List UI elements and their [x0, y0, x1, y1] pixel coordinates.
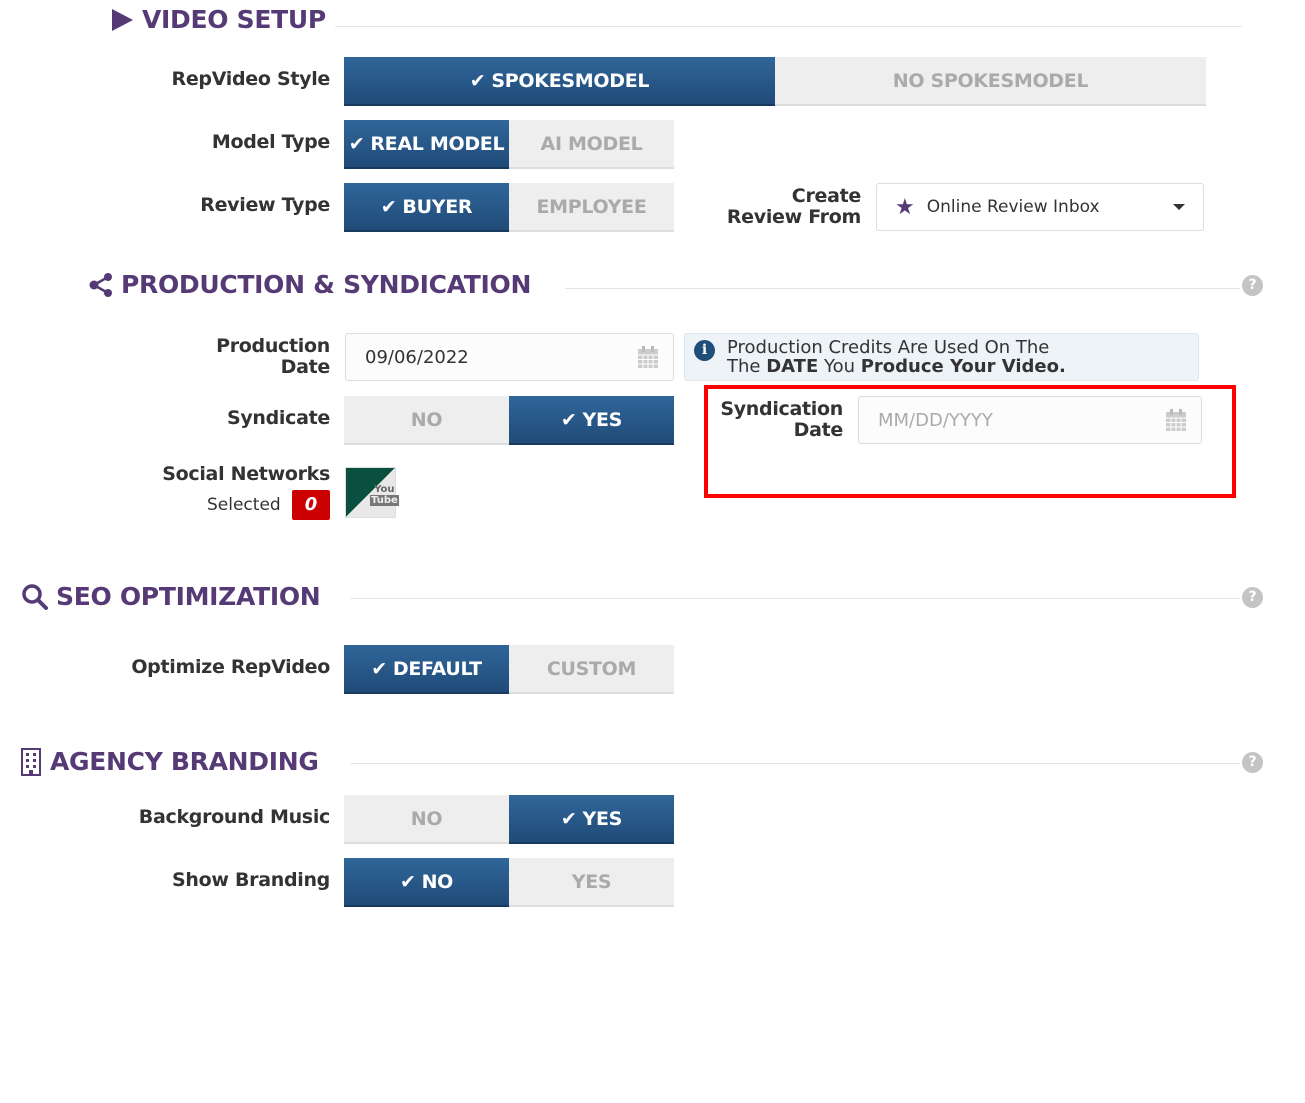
input-value: 09/06/2022: [365, 346, 469, 368]
btn-label: CUSTOM: [546, 657, 637, 680]
btn-label: BUYER: [402, 195, 473, 218]
label-line: Date: [280, 356, 331, 378]
help-icon[interactable]: ?: [1242, 752, 1263, 773]
label-line: Syndication: [720, 398, 843, 420]
btn-label: NO SPOKESMODEL: [892, 69, 1089, 92]
t: Produce Your Video.: [860, 356, 1066, 377]
syndicate-yes-button[interactable]: ✔ YES: [509, 396, 674, 445]
star-icon: ★: [895, 194, 915, 220]
section-title-seo: SEO OPTIMIZATION: [22, 582, 321, 611]
section-title-branding: AGENCY BRANDING: [20, 747, 319, 776]
section-title-production: PRODUCTION & SYNDICATION: [89, 270, 531, 299]
branding-title: AGENCY BRANDING: [50, 747, 319, 776]
select-value: Online Review Inbox: [926, 197, 1100, 217]
check-icon: ✔: [371, 657, 387, 680]
check-icon: ✔: [380, 195, 397, 218]
label-show-branding: Show Branding: [172, 869, 330, 891]
btn-label: EMPLOYEE: [536, 195, 647, 218]
t: The: [727, 356, 767, 377]
branding-yes-button[interactable]: YES: [509, 858, 674, 907]
building-icon: [21, 747, 41, 776]
caret-down-icon: [1173, 204, 1185, 210]
btn-label: AI MODEL: [540, 132, 643, 155]
branding-no-button[interactable]: ✔ NO: [344, 858, 509, 907]
info-line: Production Credits Are Used On The: [727, 337, 1050, 358]
syndication-date-input[interactable]: MM/DD/YYYY: [858, 396, 1202, 444]
info-box: i Production Credits Are Used On The The…: [684, 333, 1199, 381]
btn-label: YES: [582, 408, 623, 431]
label-background-music: Background Music: [138, 806, 331, 828]
label-repvideo-style: RepVideo Style: [171, 68, 330, 90]
t: You: [818, 356, 861, 377]
label-syndicate: Syndicate: [226, 407, 330, 429]
share-icon: [89, 272, 112, 297]
help-icon[interactable]: ?: [1242, 275, 1263, 296]
btn-label: DEFAULT: [392, 657, 482, 680]
calendar-icon[interactable]: [1165, 408, 1187, 432]
label-line: Production: [216, 335, 330, 357]
section-title-video-setup: VIDEO SETUP: [110, 5, 326, 34]
label-production-date: Production Date: [216, 336, 330, 378]
info-line: The DATE You Produce Your Video.: [727, 357, 1066, 376]
search-icon: [22, 583, 48, 610]
divider: [565, 288, 1240, 289]
create-review-from-select[interactable]: ★ Online Review Inbox: [876, 183, 1204, 231]
check-icon: ✔: [469, 69, 486, 92]
btn-label: YES: [582, 807, 623, 830]
music-no-button[interactable]: NO: [344, 795, 509, 844]
placeholder: MM/DD/YYYY: [878, 409, 993, 431]
divider: [350, 763, 1240, 764]
check-icon: ✔: [348, 132, 365, 155]
highlight-box: [704, 385, 1236, 498]
video-setup-title: VIDEO SETUP: [142, 5, 326, 34]
buyer-button[interactable]: ✔ BUYER: [344, 183, 509, 232]
btn-label: YES: [571, 870, 612, 893]
label-social-networks: Social Networks: [162, 463, 330, 485]
btn-label: SPOKESMODEL: [491, 69, 650, 92]
label-line: Create: [791, 185, 862, 207]
youtube-network-icon[interactable]: You Tube: [345, 467, 399, 518]
label-optimize-repvideo: Optimize RepVideo: [131, 656, 330, 678]
production-title: PRODUCTION & SYNDICATION: [121, 270, 532, 299]
seo-title: SEO OPTIMIZATION: [56, 582, 321, 611]
play-icon: [112, 8, 133, 31]
spokesmodel-button[interactable]: ✔ SPOKESMODEL: [344, 57, 775, 106]
check-icon: ✔: [560, 807, 577, 830]
calendar-icon[interactable]: [637, 345, 659, 369]
ai-model-button[interactable]: AI MODEL: [509, 120, 674, 169]
youtube-logo: You Tube: [370, 484, 399, 506]
btn-label: NO: [410, 408, 443, 431]
t: DATE: [766, 356, 819, 377]
divider: [335, 26, 1242, 27]
check-icon: ✔: [560, 408, 577, 431]
divider: [350, 598, 1240, 599]
no-spokesmodel-button[interactable]: NO SPOKESMODEL: [775, 57, 1206, 106]
custom-button[interactable]: CUSTOM: [509, 645, 674, 694]
default-button[interactable]: ✔ DEFAULT: [344, 645, 509, 694]
label-line: Review From: [726, 206, 861, 228]
label-model-type: Model Type: [211, 131, 330, 153]
btn-label: REAL MODEL: [370, 132, 505, 155]
btn-label: NO: [410, 807, 443, 830]
info-text: Production Credits Are Used On The The D…: [727, 338, 1066, 376]
music-yes-button[interactable]: ✔ YES: [509, 795, 674, 844]
employee-button[interactable]: EMPLOYEE: [509, 183, 674, 232]
label-review-type: Review Type: [200, 194, 330, 216]
production-date-input[interactable]: 09/06/2022: [345, 333, 674, 381]
syndicate-no-button[interactable]: NO: [344, 396, 509, 445]
real-model-button[interactable]: ✔ REAL MODEL: [344, 120, 509, 169]
info-icon: i: [694, 340, 715, 361]
btn-label: NO: [421, 870, 454, 893]
selected-count-badge: 0: [292, 490, 330, 520]
label-line: Date: [793, 419, 844, 441]
check-icon: ✔: [399, 870, 416, 893]
selected-label: Selected: [207, 495, 281, 515]
help-icon[interactable]: ?: [1242, 587, 1263, 608]
label-syndication-date: Syndication Date: [720, 399, 843, 441]
label-create-review-from: Create Review From: [727, 186, 861, 228]
